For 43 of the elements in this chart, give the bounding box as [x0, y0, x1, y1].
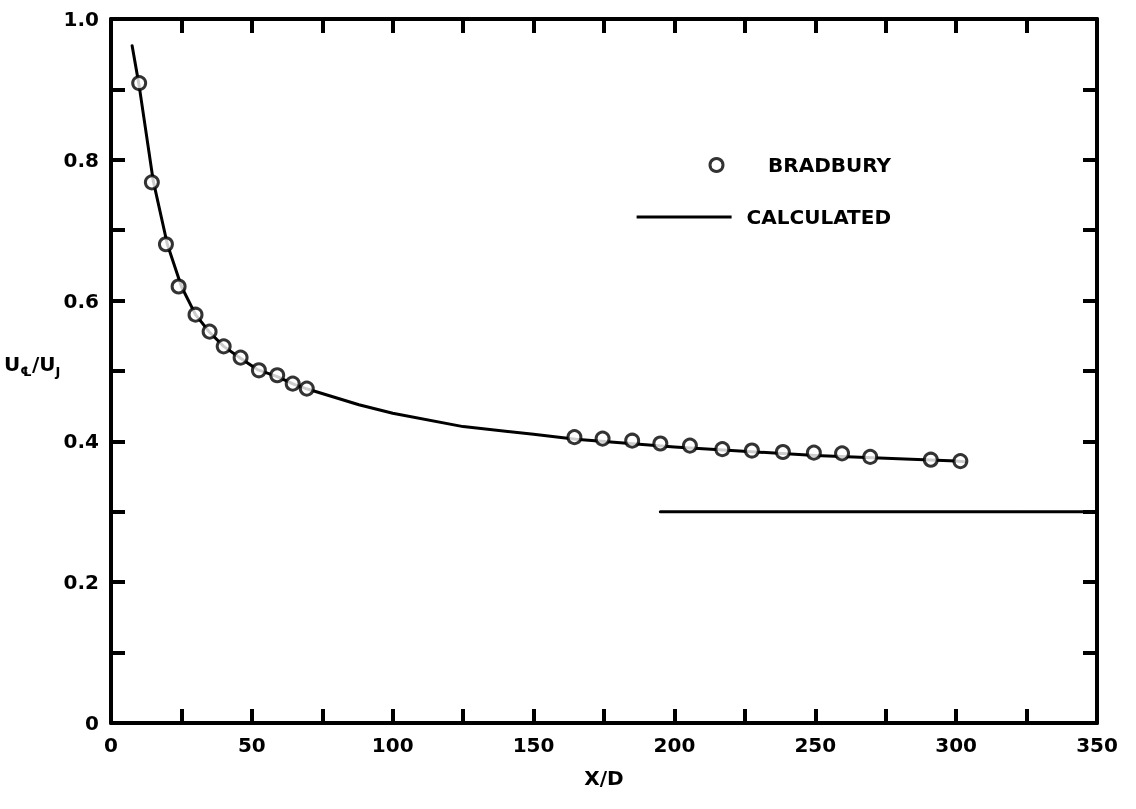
point — [714, 441, 731, 458]
y-tick-label: 0 — [85, 711, 99, 735]
y-tick-label: 0.4 — [63, 429, 99, 454]
point — [157, 236, 174, 253]
point — [862, 448, 879, 465]
y-tick-label: 1.0 — [63, 7, 99, 31]
x-tick-label: 0 — [104, 733, 118, 757]
point — [624, 432, 641, 449]
point — [594, 430, 611, 447]
x-tick-label: 50 — [237, 733, 266, 757]
x-tick-label: 300 — [935, 733, 978, 757]
point — [652, 435, 669, 452]
y-tick-label: 0.8 — [63, 147, 99, 172]
x-tick-label: 100 — [371, 733, 414, 757]
point — [805, 444, 822, 461]
point — [922, 451, 939, 468]
point — [250, 362, 267, 379]
y-tick-label: 0.6 — [63, 288, 99, 313]
point — [298, 380, 315, 397]
x-tick-label: 200 — [653, 733, 696, 757]
point — [215, 338, 232, 355]
point — [170, 278, 187, 295]
point — [131, 75, 148, 92]
point — [232, 349, 249, 366]
legend-label: CALCULATED — [746, 205, 892, 229]
point — [201, 323, 218, 340]
y-tick-label: 0.2 — [63, 570, 99, 595]
x-tick-label: 350 — [1076, 733, 1118, 757]
point — [143, 174, 160, 191]
point — [952, 453, 969, 470]
point — [566, 429, 583, 446]
point — [834, 445, 851, 462]
point — [743, 442, 760, 459]
x-tick-label: 250 — [794, 733, 837, 757]
legend-label: BRADBURY — [768, 153, 892, 177]
point — [681, 437, 698, 454]
point — [187, 306, 204, 323]
point — [774, 443, 791, 460]
point — [284, 375, 301, 392]
y-axis-title: U$_{℄}$/U$_{J}$ — [4, 352, 61, 379]
point — [269, 367, 286, 384]
x-axis-title: X/D — [584, 766, 624, 790]
x-tick-label: 150 — [512, 733, 555, 757]
